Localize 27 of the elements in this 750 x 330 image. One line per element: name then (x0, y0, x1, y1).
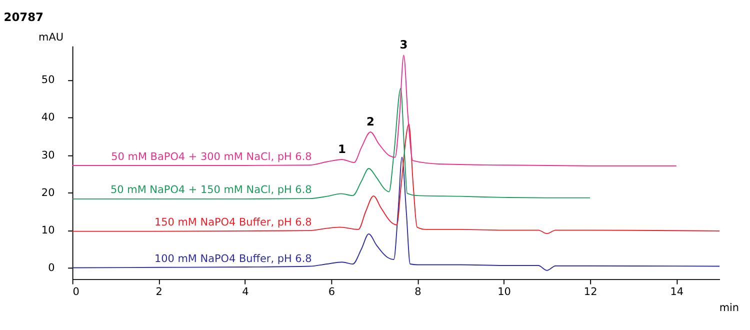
x-tick-label: 10 (498, 286, 511, 298)
chart-title: 20787 (4, 10, 44, 24)
series-label: 150 mM NaPO4 Buffer, pH 6.8 (154, 216, 312, 229)
x-tick-label: 2 (156, 286, 162, 298)
y-tick-label: 20 (41, 186, 55, 199)
x-tick-label: 12 (584, 286, 598, 298)
x-tick-label: 0 (72, 286, 80, 298)
y-tick-label: 30 (41, 149, 55, 162)
series-label: 50 mM NaPO4 + 150 mM NaCl, pH 6.8 (110, 184, 312, 196)
y-tick-label: 50 (41, 74, 55, 86)
line-series (72, 54, 677, 166)
x-tick-label: 14 (670, 286, 684, 298)
line-series (72, 88, 591, 200)
series-label: 50 mM BaPO4 + 300 mM NaCl, pH 6.8 (111, 150, 312, 163)
annotation: 2 (366, 114, 374, 128)
y-tick-label: 0 (48, 262, 55, 274)
annotation: 3 (400, 38, 408, 52)
x-tick-label: 8 (414, 286, 422, 298)
y-tick-label: 40 (41, 112, 55, 124)
x-axis-title: min (719, 302, 740, 314)
y-axis-title: mAU (38, 32, 64, 44)
series-label: 100 mM NaPO4 Buffer, pH 6.8 (154, 253, 312, 266)
line-series (72, 124, 720, 234)
x-tick-label: 4 (242, 286, 250, 298)
y-tick-label: 10 (41, 224, 55, 237)
x-tick-label: 6 (328, 286, 336, 298)
annotation: 1 (338, 142, 346, 156)
